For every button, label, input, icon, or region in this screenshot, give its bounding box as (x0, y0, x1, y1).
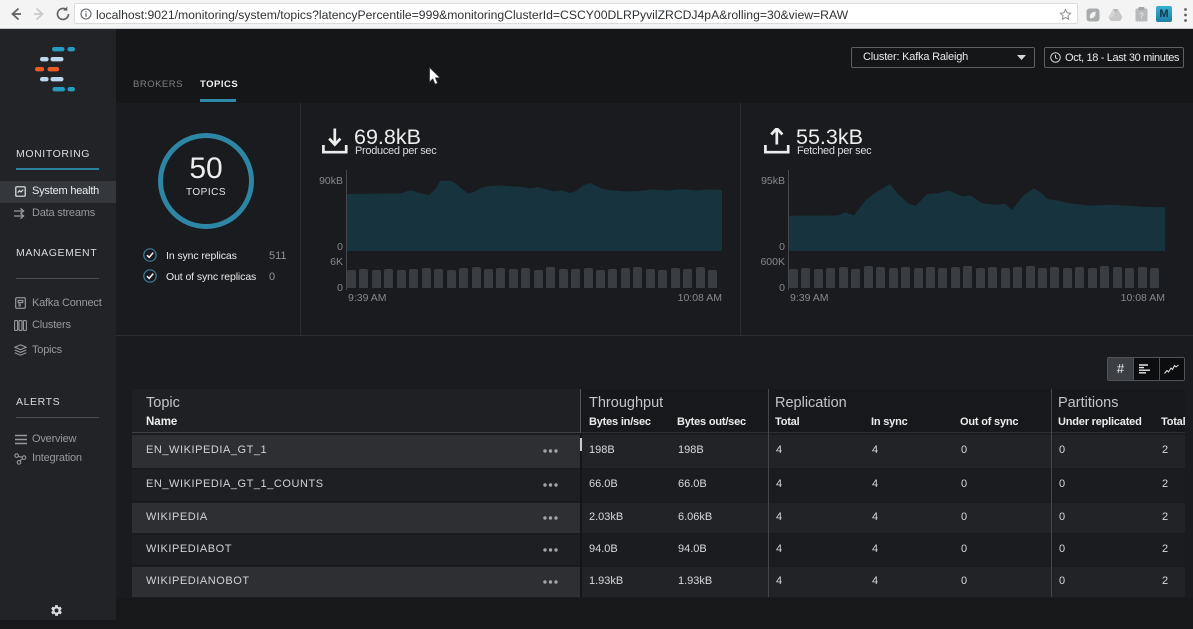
svg-text:?: ? (1139, 12, 1144, 21)
